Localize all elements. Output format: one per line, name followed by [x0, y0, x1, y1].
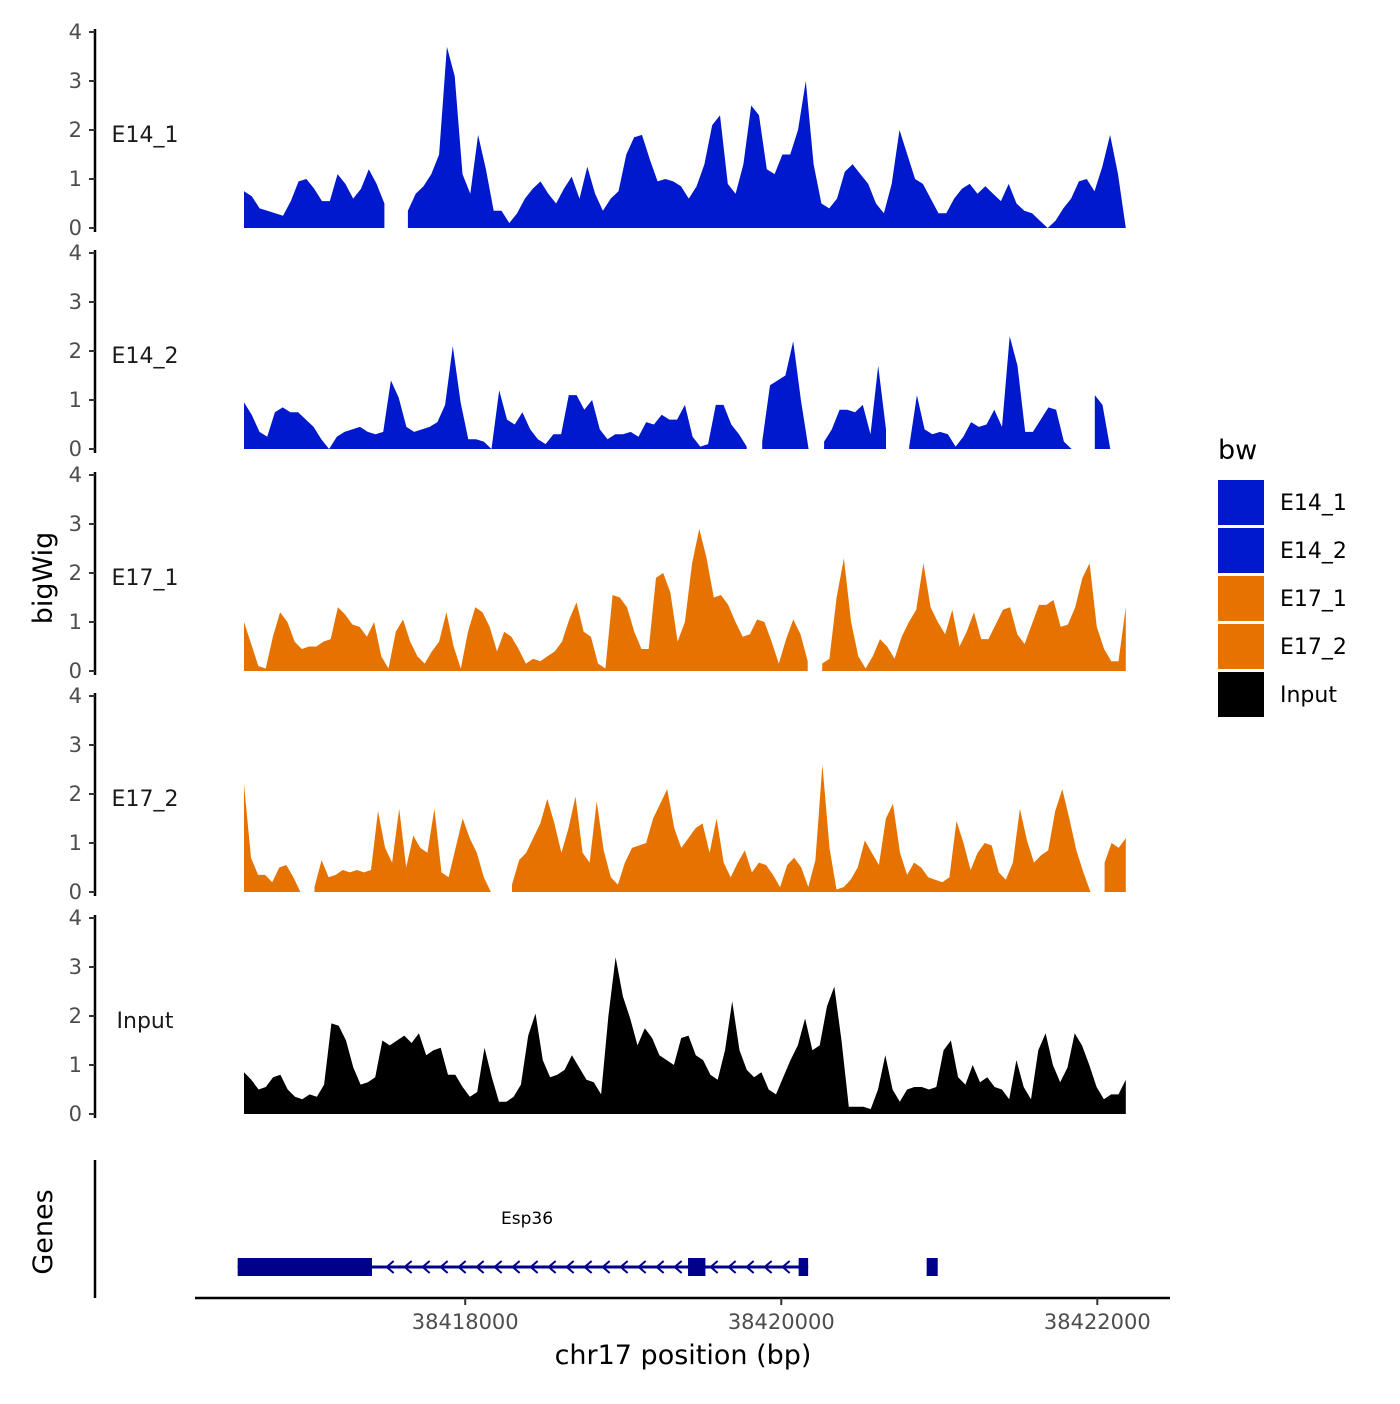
- strand-chevron: [745, 1260, 755, 1274]
- y-tick-label: 4: [69, 241, 82, 265]
- legend-label: E17_2: [1280, 635, 1347, 660]
- strand-chevron: [493, 1260, 503, 1274]
- x-axis: 38418000 38420000 38422000: [195, 1296, 1170, 1334]
- y-tick-label: 0: [69, 437, 82, 461]
- y-tick-label: 2: [69, 1004, 82, 1028]
- y-tick-label: 3: [69, 955, 82, 979]
- coverage-area: [244, 346, 747, 449]
- y-tick-label: 1: [69, 167, 82, 191]
- gene-exon: [237, 1258, 372, 1276]
- track-input: 0 1 2 3 4 Input: [69, 906, 1126, 1126]
- track-e14-2: 0 1 2 3 4 E14_2: [69, 241, 1111, 461]
- strand-chevron: [727, 1260, 737, 1274]
- y-tick-label: 3: [69, 733, 82, 757]
- bigwig-tracks: 0 1 2 3 4 E14_1 0 1 2 3 4 E14_2 0 1 2 3 4 E17_1 0 1 2 3 4 E17_2…: [69, 20, 1126, 1126]
- legend-swatch: [1218, 624, 1264, 669]
- y-tick-label: 0: [69, 216, 82, 240]
- coverage-area: [762, 341, 809, 449]
- legend-swatch: [1218, 576, 1264, 621]
- strand-chevron: [421, 1260, 431, 1274]
- y-tick-label: 1: [69, 1053, 82, 1077]
- legend-title: bw: [1218, 435, 1257, 466]
- coverage-area: [244, 957, 1126, 1114]
- coverage-area: [244, 528, 808, 671]
- legend-label: Input: [1280, 683, 1337, 708]
- strand-chevron: [709, 1260, 719, 1274]
- strand-chevron: [565, 1260, 575, 1274]
- y-tick-label: 4: [69, 684, 82, 708]
- coverage-area: [1094, 395, 1111, 449]
- y-tick-label: 2: [69, 561, 82, 585]
- strand-chevron: [673, 1260, 683, 1274]
- y-tick-label: 4: [69, 20, 82, 44]
- x-tick-label: 38420000: [728, 1310, 835, 1334]
- strand-chevron: [403, 1260, 413, 1274]
- strand-chevron: [655, 1260, 665, 1274]
- strand-chevron: [511, 1260, 521, 1274]
- coverage-area: [244, 169, 385, 228]
- y-tick-label: 0: [69, 880, 82, 904]
- strand-chevron: [475, 1260, 485, 1274]
- strand-chevron: [637, 1260, 647, 1274]
- gene-exon: [926, 1258, 938, 1276]
- legend: bw E14_1 E14_2 E17_1 E17_2 Input: [1218, 435, 1347, 717]
- coverage-area: [244, 784, 301, 892]
- y-axis-title-bigwig: bigWig: [28, 532, 59, 625]
- strand-chevron: [583, 1260, 593, 1274]
- coverage-area: [512, 764, 1091, 892]
- coverage-area: [407, 46, 1126, 229]
- track-e17-1: 0 1 2 3 4 E17_1: [69, 463, 1126, 683]
- y-tick-label: 4: [69, 906, 82, 930]
- legend-label: E14_1: [1280, 491, 1347, 516]
- y-axis-title-genes: Genes: [28, 1189, 59, 1274]
- y-tick-label: 2: [69, 782, 82, 806]
- y-tick-label: 3: [69, 69, 82, 93]
- legend-label: E17_1: [1280, 587, 1347, 612]
- gene-exon: [798, 1258, 809, 1276]
- coverage-area: [824, 365, 886, 449]
- y-tick-label: 1: [69, 610, 82, 634]
- track-e17-2: 0 1 2 3 4 E17_2: [69, 684, 1126, 904]
- track-label-e14-1: E14_1: [112, 123, 179, 148]
- legend-swatch: [1218, 480, 1264, 525]
- track-label-input: Input: [117, 1009, 174, 1034]
- strand-chevron: [619, 1260, 629, 1274]
- y-tick-label: 2: [69, 118, 82, 142]
- coverage-area: [314, 808, 491, 892]
- y-tick-label: 0: [69, 659, 82, 683]
- legend-label: E14_2: [1280, 539, 1347, 564]
- x-tick-label: 38422000: [1044, 1310, 1151, 1334]
- y-tick-label: 0: [69, 1102, 82, 1126]
- gene-label: Esp36: [501, 1209, 553, 1229]
- strand-chevron: [385, 1260, 395, 1274]
- x-tick-label: 38418000: [412, 1310, 519, 1334]
- legend-swatch: [1218, 672, 1264, 717]
- y-tick-label: 3: [69, 290, 82, 314]
- y-tick-label: 1: [69, 831, 82, 855]
- strand-chevron: [439, 1260, 449, 1274]
- legend-swatch: [1218, 528, 1264, 573]
- y-tick-label: 2: [69, 339, 82, 363]
- strand-chevron: [781, 1260, 791, 1274]
- genes-track: Esp36: [93, 1160, 938, 1298]
- y-tick-label: 4: [69, 463, 82, 487]
- coverage-area: [1104, 838, 1126, 892]
- gene-exon: [688, 1258, 706, 1276]
- strand-chevron: [529, 1260, 539, 1274]
- track-label-e17-2: E17_2: [112, 787, 179, 812]
- y-tick-label: 3: [69, 512, 82, 536]
- coverage-area: [822, 558, 1126, 671]
- coverage-area: [909, 336, 1072, 449]
- strand-chevron: [547, 1260, 557, 1274]
- strand-chevron: [763, 1260, 773, 1274]
- track-e14-1: 0 1 2 3 4 E14_1: [69, 20, 1126, 240]
- track-label-e17-1: E17_1: [112, 566, 179, 591]
- y-tick-label: 1: [69, 388, 82, 412]
- strand-chevron: [601, 1260, 611, 1274]
- track-label-e14-2: E14_2: [112, 344, 179, 369]
- strand-chevron: [457, 1260, 467, 1274]
- x-axis-title: chr17 position (bp): [555, 1340, 812, 1371]
